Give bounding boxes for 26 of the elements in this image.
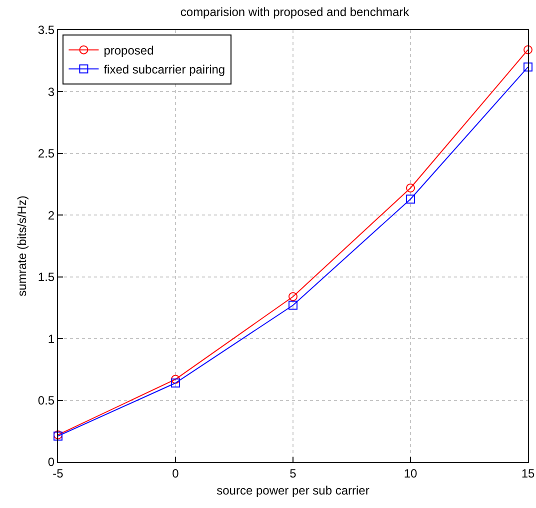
chart-title: comparision with proposed and benchmark: [180, 5, 410, 20]
point: [406, 183, 415, 192]
point: [524, 45, 532, 54]
x-tick-label: 10: [404, 466, 418, 480]
point: [171, 378, 180, 388]
y-tick-label: 1: [48, 332, 55, 346]
x-axis-title: source power per sub carrier: [216, 483, 370, 498]
x-tick-label: 0: [172, 466, 180, 480]
y-tick-label: 3.5: [38, 23, 55, 38]
legend-label: proposed: [104, 44, 154, 58]
x-tick-label: 15: [521, 466, 535, 480]
y-axis-title: sumrate (bits/s/Hz): [15, 196, 30, 296]
point: [288, 292, 298, 302]
y-tick-label: 0.5: [38, 393, 55, 408]
x-tick-label: -5: [52, 466, 64, 480]
point: [288, 300, 298, 310]
point: [406, 194, 415, 204]
legend-label: fixed subcarrier pairing: [104, 62, 226, 76]
point: [171, 374, 180, 384]
y-tick-label: 2: [48, 208, 55, 222]
point: [524, 62, 532, 72]
x-tick-label: 5: [290, 466, 297, 480]
y-tick-label: 2.5: [38, 146, 55, 161]
y-tick-label: 3: [48, 84, 55, 99]
y-tick-label: 1.5: [38, 270, 55, 284]
y-tick-label: 0: [48, 455, 55, 470]
